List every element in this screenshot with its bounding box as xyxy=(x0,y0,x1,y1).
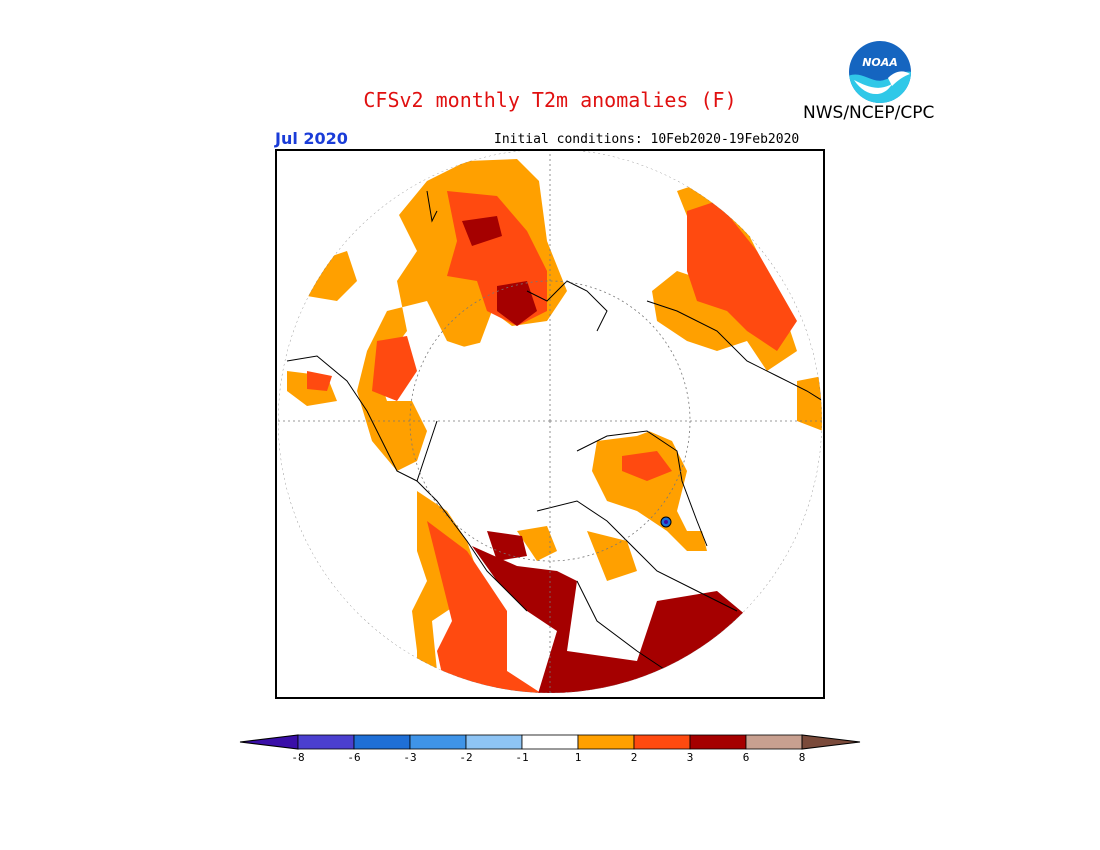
initial-conditions: Initial conditions: 10Feb2020-19Feb2020 xyxy=(494,132,800,147)
latitude-circles xyxy=(278,151,822,693)
colorbar-swatch-over xyxy=(801,734,861,750)
colorbar-tick-label: 6 xyxy=(742,751,750,764)
colorbar-swatch xyxy=(577,734,635,750)
map-title: CFSv2 monthly T2m anomalies (F) xyxy=(363,88,737,112)
colorbar-swatch xyxy=(633,734,691,750)
colorbar-tick-label: 1 xyxy=(574,751,582,764)
colorbar-swatch xyxy=(521,734,579,750)
arctic-ocean-neutral xyxy=(432,326,687,511)
colorbar-swatch xyxy=(465,734,523,750)
agency-label: NWS/NCEP/CPC xyxy=(803,103,935,123)
colorbar-tick-label: -1 xyxy=(515,751,529,764)
colorbar-swatch-under xyxy=(239,734,299,750)
coastlines xyxy=(286,190,822,672)
colorbar-tick-label: 3 xyxy=(686,751,694,764)
noaa-logo: NOAA xyxy=(849,41,911,103)
polar-map xyxy=(278,151,822,693)
colorbar-tick-label: 2 xyxy=(630,751,638,764)
colorbar-tick-label: 8 xyxy=(798,751,806,764)
polar-map-frame xyxy=(275,149,825,699)
colorbar-swatch xyxy=(689,734,747,750)
colorbar-swatch xyxy=(409,734,467,750)
colorbar-swatch xyxy=(745,734,803,750)
colorbar-swatch xyxy=(353,734,411,750)
noaa-logo-text: NOAA xyxy=(862,56,898,69)
colorbar-tick-label: -6 xyxy=(347,751,361,764)
forecast-month: Jul 2020 xyxy=(275,129,348,148)
anomaly-region-3-to-6 xyxy=(462,216,747,693)
colorbar-tick-label: -8 xyxy=(291,751,305,764)
colorbar-tick-label: -3 xyxy=(403,751,417,764)
colorbar-swatch xyxy=(297,734,355,750)
colorbar-tick-label: -2 xyxy=(459,751,473,764)
colorbar xyxy=(239,734,861,750)
